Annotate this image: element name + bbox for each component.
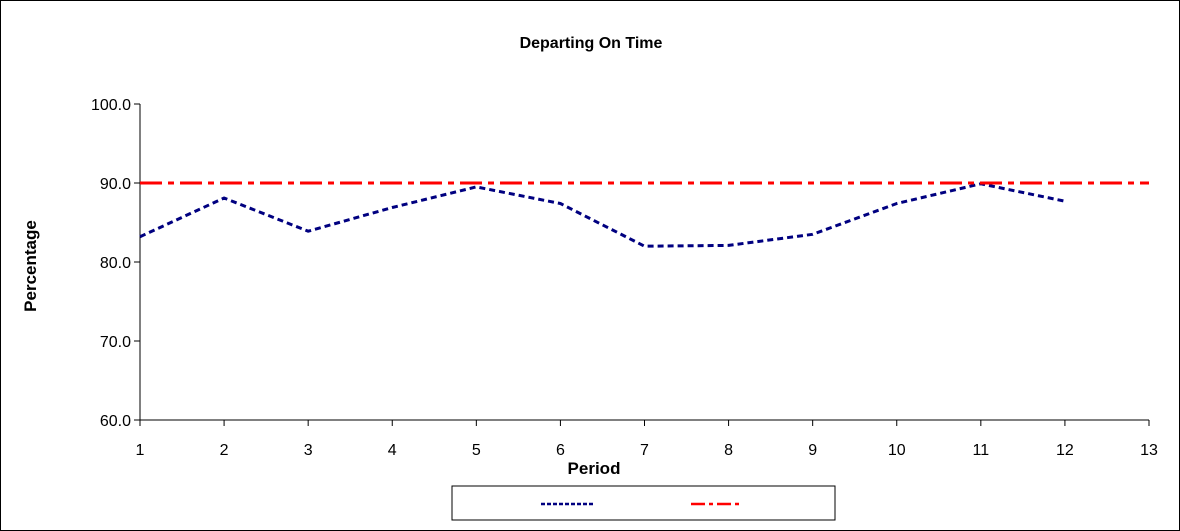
y-tick-label: 100.0: [91, 97, 131, 114]
x-tick-label: 2: [220, 442, 229, 459]
legend-box: [451, 485, 836, 521]
x-tick-label: 13: [1140, 442, 1158, 459]
x-tick-label: 10: [888, 442, 906, 459]
x-tick-label: 3: [304, 442, 313, 459]
y-tick-label: 80.0: [100, 255, 131, 272]
series-layer: [139, 181, 1149, 248]
x-tick-label: 12: [1056, 442, 1074, 459]
x-tick-label: 11: [973, 442, 990, 459]
x-tick-label: 9: [808, 442, 817, 459]
x-tick-label: 8: [724, 442, 733, 459]
x-tick-label: 1: [136, 442, 145, 459]
y-tick-label: 60.0: [100, 413, 131, 430]
y-tick-label: 90.0: [100, 176, 131, 193]
x-axis-title: Period: [568, 459, 621, 478]
x-tick-label: 7: [640, 442, 649, 459]
chart-title: Departing On Time: [520, 35, 663, 52]
x-tick-label: 4: [388, 442, 397, 459]
series-line-1: [139, 182, 1066, 248]
x-tick-label: 6: [556, 442, 565, 459]
y-axis-ticks: 60.0 70.0 80.0 90.0 100.0: [91, 97, 140, 430]
legend: [451, 485, 836, 521]
y-axis-title: Percentage: [21, 220, 40, 312]
x-axis-ticks: 1 2 3 4 5 6 7 8 9 10 11 12 13: [136, 420, 1158, 459]
x-tick-label: 5: [472, 442, 481, 459]
y-tick-label: 70.0: [100, 334, 131, 351]
